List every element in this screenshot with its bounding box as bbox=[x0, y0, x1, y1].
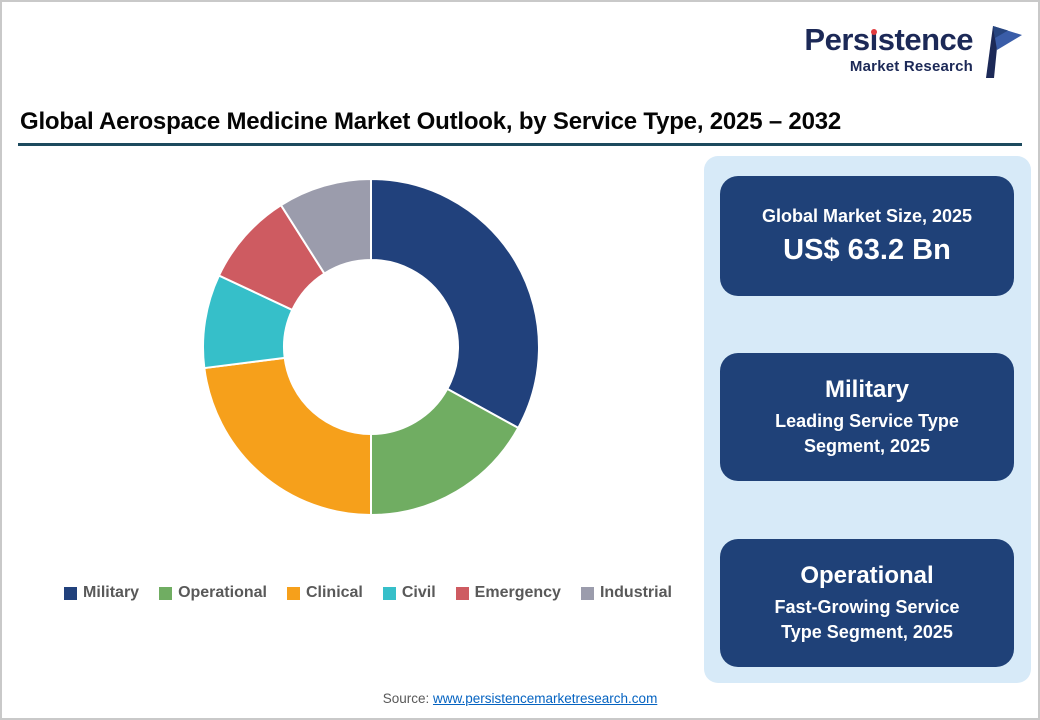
leading-segment-name: Military bbox=[824, 376, 910, 404]
brand-name-part: Pers bbox=[804, 22, 870, 57]
legend-label: Emergency bbox=[474, 584, 561, 601]
brand-i-red-dot bbox=[870, 29, 877, 35]
source-line: Source: www.persistencemarketresearch.co… bbox=[2, 691, 1038, 706]
donut-segment-operational bbox=[370, 387, 520, 517]
legend-swatch-clinical bbox=[286, 586, 300, 600]
leading-segment-desc: Leading Service Type Segment, 2025 bbox=[775, 411, 959, 456]
page-title: Global Aerospace Medicine Market Outlook… bbox=[20, 108, 842, 135]
donut-segment-industrial bbox=[279, 177, 372, 275]
fast-growing-segment-card: Operational Fast-Growing Service Type Se… bbox=[720, 539, 1014, 667]
legend-swatch-emergency bbox=[455, 586, 469, 600]
brand-name: Pers ıstence bbox=[804, 24, 973, 55]
legend-swatch-military bbox=[64, 586, 78, 600]
brand-logo-text: Pers ıstence Market Research bbox=[804, 24, 973, 75]
legend-swatch-operational bbox=[159, 586, 173, 600]
legend-label: Civil bbox=[401, 584, 436, 601]
legend-swatch-civil bbox=[382, 586, 396, 600]
market-size-card: Global Market Size, 2025 US$ 63.2 Bn bbox=[720, 176, 1014, 296]
legend-item-industrial: Industrial bbox=[580, 584, 672, 602]
legend-label: Clinical bbox=[305, 584, 363, 601]
source-label: Source: bbox=[382, 691, 430, 706]
brand-name-part: ı bbox=[869, 22, 879, 57]
legend-item-civil: Civil bbox=[382, 584, 436, 602]
brand-letter-i: ı bbox=[869, 22, 879, 57]
legend-item-emergency: Emergency bbox=[455, 584, 561, 602]
brand-name-part: stence bbox=[877, 22, 974, 57]
legend-item-military: Military bbox=[64, 584, 139, 602]
donut-segment-clinical bbox=[203, 356, 372, 517]
donut-segment-military bbox=[370, 177, 540, 430]
highlights-panel: Global Market Size, 2025 US$ 63.2 Bn Mil… bbox=[704, 156, 1031, 683]
brand-flag-icon bbox=[986, 26, 1022, 78]
legend-label: Military bbox=[83, 584, 140, 601]
market-size-label: Global Market Size, 2025 bbox=[761, 205, 973, 226]
legend-item-operational: Operational bbox=[159, 584, 267, 602]
brand-subtitle: Market Research bbox=[849, 58, 973, 75]
leading-segment-card: Military Leading Service Type Segment, 2… bbox=[720, 353, 1014, 481]
market-size-value: US$ 63.2 Bn bbox=[783, 233, 951, 266]
source-link[interactable]: www.persistencemarketresearch.com bbox=[432, 691, 658, 706]
legend-label: Industrial bbox=[599, 584, 672, 601]
legend-item-clinical: Clinical bbox=[286, 584, 363, 602]
legend: Military Operational Clinical Civil Emergenc… bbox=[22, 584, 714, 602]
legend-swatch-industrial bbox=[580, 586, 594, 600]
legend-label: Operational bbox=[178, 584, 267, 601]
brand-logo: Pers ıstence Market Research bbox=[804, 24, 1022, 80]
fast-growing-segment-desc: Fast-Growing Service Type Segment, 2025 bbox=[774, 597, 960, 642]
fast-growing-segment-name: Operational bbox=[800, 562, 934, 590]
donut-chart bbox=[201, 177, 540, 517]
title-underline bbox=[18, 143, 1022, 146]
